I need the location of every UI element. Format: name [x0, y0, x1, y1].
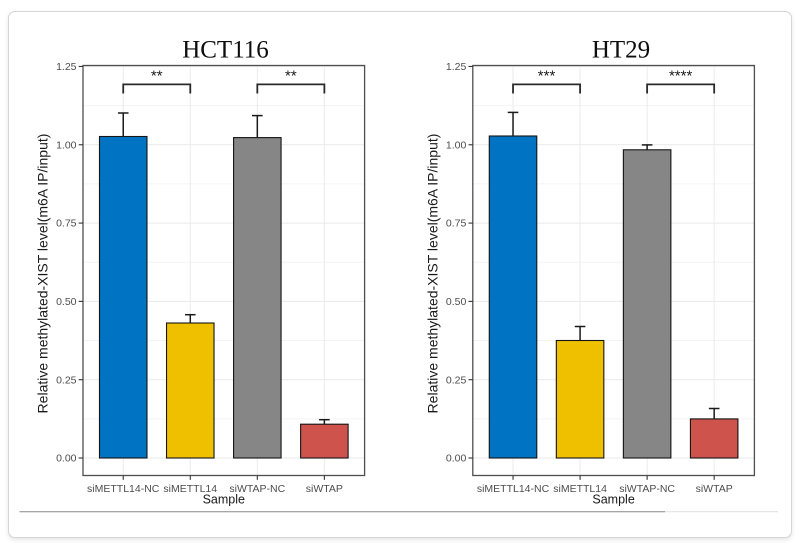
svg-text:1.00: 1.00 [446, 139, 467, 151]
svg-text:0.00: 0.00 [446, 453, 467, 465]
svg-text:0.50: 0.50 [56, 296, 77, 308]
svg-text:***: *** [538, 68, 556, 85]
svg-text:HT29: HT29 [592, 36, 650, 63]
svg-text:Sample: Sample [203, 493, 245, 507]
svg-text:0.50: 0.50 [446, 296, 467, 308]
svg-text:siWTAP-NC: siWTAP-NC [229, 483, 285, 495]
svg-text:1.00: 1.00 [56, 139, 77, 151]
svg-text:HCT116: HCT116 [182, 36, 269, 63]
svg-text:**: ** [285, 68, 297, 85]
svg-text:siMETTL14-NC: siMETTL14-NC [87, 483, 160, 495]
svg-text:siMETTL14: siMETTL14 [553, 483, 607, 495]
svg-text:siWTAP: siWTAP [696, 483, 733, 495]
svg-text:siMETTL14-NC: siMETTL14-NC [477, 483, 550, 495]
svg-text:0.25: 0.25 [446, 374, 467, 386]
svg-text:siMETTL14: siMETTL14 [163, 483, 217, 495]
svg-text:Sample: Sample [592, 493, 634, 507]
svg-text:**: ** [151, 68, 163, 85]
svg-text:1.25: 1.25 [446, 61, 467, 73]
svg-text:0.25: 0.25 [56, 374, 77, 386]
svg-text:Relative methylated-XIST level: Relative methylated-XIST level(m6A IP/in… [35, 134, 51, 414]
svg-text:0.75: 0.75 [56, 218, 77, 230]
svg-text:siWTAP: siWTAP [306, 483, 343, 495]
svg-text:1.25: 1.25 [56, 61, 77, 73]
svg-text:siWTAP-NC: siWTAP-NC [619, 483, 675, 495]
svg-text:0.75: 0.75 [446, 218, 467, 230]
svg-text:Relative methylated-XIST level: Relative methylated-XIST level(m6A IP/in… [424, 134, 440, 414]
svg-text:0.00: 0.00 [56, 453, 77, 465]
svg-text:****: **** [669, 68, 693, 85]
